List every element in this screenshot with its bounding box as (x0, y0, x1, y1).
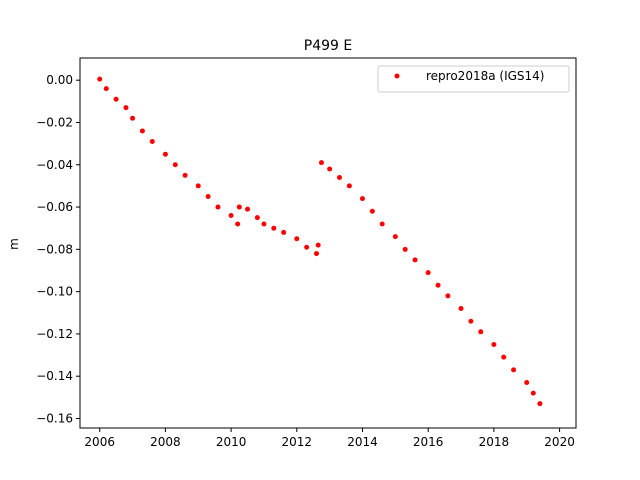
data-point (379, 221, 385, 227)
data-point (304, 244, 310, 250)
data-point (182, 172, 188, 178)
data-point (445, 293, 451, 299)
data-point (359, 196, 365, 202)
data-point (537, 401, 543, 407)
data-point (318, 160, 324, 166)
data-point (294, 236, 300, 242)
y-tick-label: 0.00 (46, 73, 73, 87)
data-point (392, 234, 398, 240)
data-point (369, 208, 375, 214)
legend-marker (394, 73, 400, 79)
x-tick-label: 2016 (413, 435, 444, 449)
data-point (524, 380, 530, 386)
x-tick-label: 2012 (282, 435, 313, 449)
data-point (113, 96, 119, 102)
legend: repro2018a (IGS14) (377, 65, 570, 93)
data-point (346, 183, 352, 189)
data-point (228, 213, 234, 219)
data-point (236, 204, 242, 210)
data-point (511, 367, 517, 373)
data-point (314, 251, 320, 257)
y-axis-label: m (7, 238, 21, 250)
y-tick-label: −0.16 (36, 411, 73, 425)
data-point (402, 246, 408, 252)
data-point (435, 282, 441, 288)
data-point (327, 166, 333, 172)
y-tick-label: −0.02 (36, 115, 73, 129)
data-point (97, 76, 103, 82)
chart-title: P499 E (304, 38, 352, 54)
data-point (245, 206, 251, 212)
x-axis: 2006 2008 2010 2012 2014 2016 2018 2020 (84, 428, 575, 449)
data-point (205, 193, 211, 199)
x-tick-label: 2018 (479, 435, 510, 449)
x-tick-label: 2014 (347, 435, 378, 449)
data-point (162, 151, 168, 157)
x-tick-label: 2020 (544, 435, 575, 449)
data-point (130, 115, 136, 121)
data-point (491, 341, 497, 347)
y-tick-label: −0.14 (36, 369, 73, 383)
y-tick-label: −0.10 (36, 285, 73, 299)
y-tick-label: −0.04 (36, 158, 73, 172)
data-point (215, 204, 221, 210)
data-point (149, 139, 155, 145)
data-point (478, 329, 484, 335)
data-point (412, 257, 418, 263)
plot-area (97, 76, 543, 407)
data-point (425, 270, 431, 276)
data-point (281, 229, 287, 235)
x-tick-label: 2006 (84, 435, 115, 449)
data-point (315, 242, 321, 248)
data-point (271, 225, 277, 231)
x-tick-label: 2008 (150, 435, 181, 449)
data-point (261, 221, 267, 227)
data-point (195, 183, 201, 189)
data-point (172, 162, 178, 168)
legend-box (377, 65, 570, 93)
data-point (103, 86, 109, 92)
data-point (123, 105, 129, 111)
data-point (530, 390, 536, 396)
data-point (254, 215, 260, 221)
plot-frame (79, 57, 577, 429)
x-tick-label: 2010 (216, 435, 247, 449)
data-point (501, 354, 507, 360)
y-tick-label: −0.12 (36, 327, 73, 341)
legend-label: repro2018a (IGS14) (426, 69, 544, 83)
data-point (336, 174, 342, 180)
data-point (235, 221, 241, 227)
y-tick-label: −0.08 (36, 242, 73, 256)
y-axis: 0.00 −0.02 −0.04 −0.06 −0.08 −0.10 −0.12 −0.14 −… (36, 73, 80, 425)
data-point (458, 306, 464, 312)
data-point (139, 128, 145, 134)
data-point (468, 318, 474, 324)
y-tick-label: −0.06 (36, 200, 73, 214)
